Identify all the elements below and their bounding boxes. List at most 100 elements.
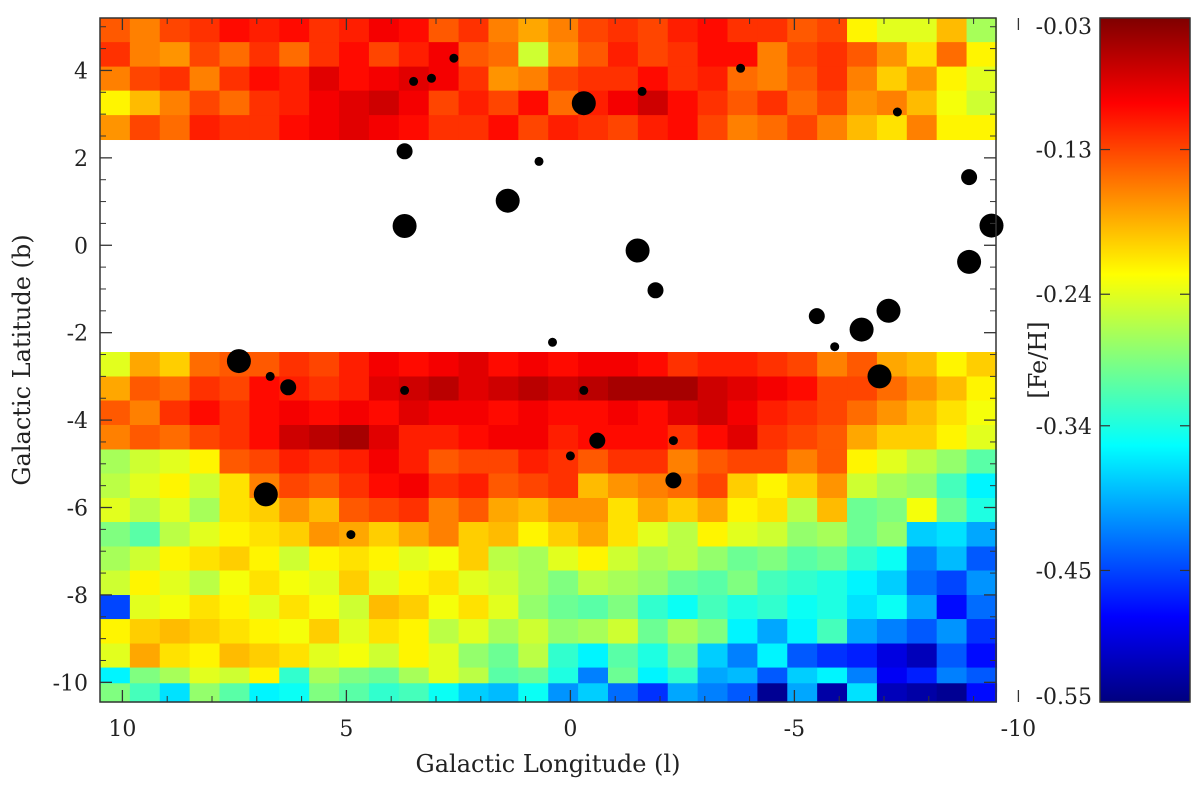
heatmap-cell xyxy=(697,424,729,450)
heatmap-cell xyxy=(787,400,818,426)
heatmap-cell xyxy=(637,376,669,402)
heatmap-cell xyxy=(129,546,161,572)
heatmap-cell xyxy=(518,90,549,116)
heatmap-cell xyxy=(847,570,878,596)
marker-point xyxy=(449,53,459,63)
heatmap-cell xyxy=(847,683,878,703)
heatmap-cell xyxy=(966,424,998,450)
heatmap-cell xyxy=(368,90,400,116)
heatmap-cell xyxy=(787,424,818,450)
heatmap-cell xyxy=(249,570,280,596)
heatmap-cell xyxy=(727,352,758,377)
heatmap-cell xyxy=(339,643,370,669)
heatmap-cell xyxy=(757,376,788,402)
heatmap-cell xyxy=(667,449,699,475)
heatmap-cell xyxy=(667,643,699,669)
marker-points xyxy=(226,53,1004,540)
heatmap-cell xyxy=(488,497,519,523)
heatmap-cell xyxy=(488,595,519,620)
marker-point xyxy=(637,86,647,96)
heatmap-cell xyxy=(936,424,968,450)
heatmap-cell xyxy=(279,497,310,523)
heatmap-cell xyxy=(189,115,221,141)
heatmap-cell xyxy=(876,90,908,116)
heatmap-cell xyxy=(607,473,639,499)
heatmap-cell xyxy=(787,570,818,596)
heatmap-cell xyxy=(578,473,609,499)
heatmap-cell xyxy=(458,424,490,450)
heatmap-cell xyxy=(398,619,430,644)
marker-point xyxy=(548,337,557,347)
heatmap-cell xyxy=(548,546,579,572)
heatmap-cell xyxy=(548,522,579,547)
heatmap-cell xyxy=(637,449,669,475)
heatmap-cell xyxy=(757,66,788,92)
heatmap-cell xyxy=(906,400,938,426)
heatmap-cell xyxy=(787,352,818,377)
heatmap-cell xyxy=(667,522,699,547)
heatmap-cell xyxy=(339,42,370,68)
heatmap-cell xyxy=(667,497,699,523)
heatmap-cell xyxy=(697,473,729,499)
heatmap-cell xyxy=(518,570,549,596)
heatmap-cell xyxy=(697,449,729,475)
heatmap-cell xyxy=(757,473,788,499)
marker-point xyxy=(400,385,410,395)
heatmap-cell xyxy=(667,90,699,116)
heatmap-cell xyxy=(607,400,639,426)
heatmap-cell xyxy=(159,376,191,402)
heatmap-cell xyxy=(548,570,579,596)
heatmap-cell xyxy=(219,424,251,450)
heatmap-cell xyxy=(876,400,908,426)
heatmap-cell xyxy=(309,90,340,116)
heatmap-cell xyxy=(488,424,519,450)
x-tick-label: 5 xyxy=(339,717,353,742)
heatmap-cell xyxy=(249,522,280,547)
y-tick-label: 4 xyxy=(74,59,88,84)
heatmap-cell xyxy=(189,352,221,377)
heatmap-cell xyxy=(488,570,519,596)
heatmap-cell xyxy=(966,90,998,116)
heatmap-cell xyxy=(936,546,968,572)
heatmap-cell xyxy=(279,90,310,116)
heatmap-cell xyxy=(368,66,400,92)
heatmap-cell xyxy=(607,352,639,377)
heatmap-cell xyxy=(578,570,609,596)
heatmap-cell xyxy=(398,473,430,499)
heatmap-cell xyxy=(697,42,729,68)
heatmap-cell xyxy=(637,546,669,572)
heatmap-cell xyxy=(966,449,998,475)
heatmap-cell xyxy=(368,376,400,402)
heatmap-cell xyxy=(757,115,788,141)
heatmap-cell xyxy=(309,424,340,450)
heatmap-cell xyxy=(339,376,370,402)
heatmap-cell xyxy=(249,449,280,475)
heatmap-cell xyxy=(428,595,460,620)
heatmap-cell xyxy=(428,352,460,377)
heatmap-cell xyxy=(817,352,848,377)
heatmap-cell xyxy=(817,90,848,116)
heatmap-cell xyxy=(847,497,878,523)
heatmap-cell xyxy=(458,449,490,475)
heatmap-cell xyxy=(428,619,460,644)
heatmap-cell xyxy=(100,90,131,116)
colorbar-tick-label: -0.34 xyxy=(1036,415,1092,440)
heatmap-cell xyxy=(637,619,669,644)
heatmap-cell xyxy=(458,619,490,644)
heatmap-cell xyxy=(906,115,938,141)
heatmap-cell xyxy=(159,497,191,523)
heatmap-cell xyxy=(488,473,519,499)
heatmap-cell xyxy=(249,546,280,572)
heatmap-cell xyxy=(368,42,400,68)
heatmap-cell xyxy=(637,497,669,523)
heatmap-cell xyxy=(727,643,758,669)
heatmap-cell xyxy=(428,376,460,402)
heatmap-cell xyxy=(518,66,549,92)
heatmap-cell xyxy=(847,90,878,116)
colorbar-title: [Fe/H] xyxy=(1024,321,1052,398)
heatmap-cell xyxy=(548,115,579,141)
heatmap-cell xyxy=(667,570,699,596)
heatmap-cell xyxy=(906,522,938,547)
heatmap-cell xyxy=(667,595,699,620)
heatmap-cell xyxy=(488,619,519,644)
